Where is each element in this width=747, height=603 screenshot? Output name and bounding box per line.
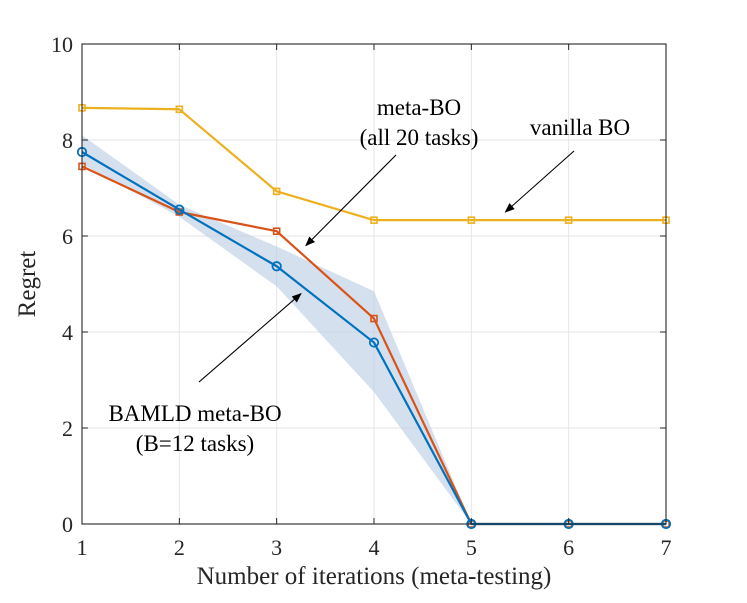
x-tick-label: 5 — [466, 535, 477, 560]
x-tick-label: 3 — [271, 535, 282, 560]
data-point — [370, 216, 378, 224]
x-tick-label: 4 — [369, 535, 380, 560]
confidence-bands — [82, 135, 666, 524]
annotation-arrow — [198, 292, 302, 383]
data-point — [467, 216, 476, 224]
x-axis-label: Number of iterations (meta-testing) — [197, 563, 552, 590]
confidence-band — [82, 135, 666, 524]
data-point — [271, 261, 282, 272]
x-tick-label: 7 — [661, 535, 672, 560]
annotation-text: BAMLD meta-BO — [108, 401, 281, 426]
annotation: BAMLD meta-BO (B=12 tasks) — [108, 292, 302, 456]
y-tick-label: 0 — [62, 512, 73, 537]
data-point — [272, 227, 281, 235]
annotation-text: vanilla BO — [530, 115, 630, 140]
data-point — [370, 314, 378, 323]
annotation: vanilla BO — [504, 115, 630, 213]
annotation-text: (all 20 tasks) — [360, 125, 479, 150]
x-tick-label: 1 — [77, 535, 88, 560]
annotation-arrow — [504, 150, 575, 213]
y-tick-label: 2 — [62, 416, 73, 441]
y-tick-label: 4 — [62, 320, 73, 345]
annotation-text: meta-BO — [377, 95, 461, 120]
annotation-arrow — [305, 154, 397, 247]
annotations: meta-BO (all 20 tasks) vanilla BO BAMLD met… — [108, 95, 630, 456]
data-point — [368, 337, 380, 348]
data-point — [174, 204, 185, 215]
tick-labels: 1 2 3 4 5 6 7 0 2 4 6 8 10 — [51, 32, 672, 560]
data-point — [272, 187, 281, 196]
data-point — [175, 105, 184, 114]
y-tick-label: 6 — [62, 224, 73, 249]
y-tick-label: 10 — [51, 32, 73, 57]
series-group — [78, 104, 670, 224]
x-tick-label: 6 — [563, 535, 574, 560]
y-tick-label: 8 — [62, 128, 73, 153]
data-point — [564, 216, 573, 224]
annotation: meta-BO (all 20 tasks) — [305, 95, 479, 247]
series-line — [81, 106, 666, 222]
annotation-text: (B=12 tasks) — [136, 431, 254, 456]
y-axis-label: Regret — [14, 251, 41, 318]
x-tick-label: 2 — [174, 535, 185, 560]
